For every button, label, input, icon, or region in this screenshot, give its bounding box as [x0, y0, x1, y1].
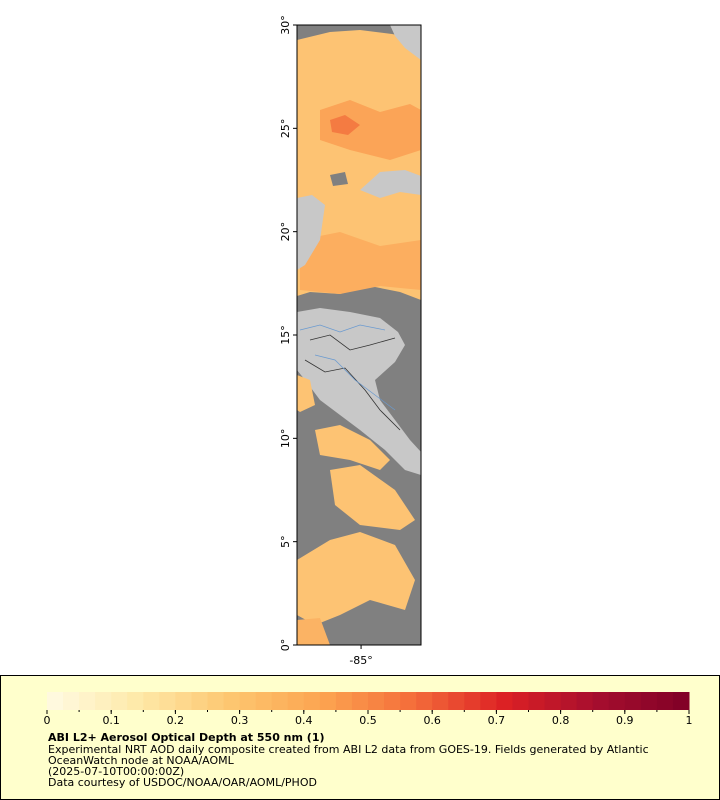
- colorbar-tick-label: 0.3: [231, 714, 249, 727]
- colorbar-step: [672, 692, 690, 710]
- colorbar-step: [223, 692, 241, 710]
- lat-tick-label: 20°: [279, 222, 292, 242]
- colorbar-step: [79, 692, 96, 710]
- colorbar-step: [175, 692, 192, 710]
- colorbar-tick-label: 0.4: [295, 714, 313, 727]
- colorbar-step: [640, 692, 658, 710]
- colorbar-step: [416, 692, 433, 710]
- colorbar-tick-label: 0.1: [102, 714, 120, 727]
- colorbar-step: [191, 692, 208, 710]
- lat-tick-label: 30°: [279, 15, 292, 35]
- colorbar-tick-label: 0.7: [488, 714, 506, 727]
- colorbar-step: [400, 692, 417, 710]
- legend-line: Experimental NRT AOD daily composite cre…: [48, 743, 649, 756]
- colorbar-tick-label: 0.2: [167, 714, 185, 727]
- legend-title: ABI L2+ Aerosol Optical Depth at 550 nm …: [48, 731, 325, 744]
- lon-tick-label: -85°: [349, 654, 372, 667]
- colorbar-step: [255, 692, 273, 710]
- colorbar-step: [432, 692, 449, 710]
- colorbar-step: [319, 692, 337, 710]
- colorbar-step: [47, 692, 64, 710]
- colorbar-step: [576, 692, 594, 710]
- colorbar-tick-label: 0: [44, 714, 51, 727]
- lat-tick-label: 10°: [279, 429, 292, 449]
- legend-lines: Experimental NRT AOD daily composite cre…: [48, 743, 649, 789]
- colorbar-step: [544, 692, 562, 710]
- colorbar-step: [512, 692, 529, 710]
- colorbar-step: [624, 692, 642, 710]
- colorbar-step: [143, 692, 160, 710]
- colorbar-step: [384, 692, 401, 710]
- lat-tick-label: 0°: [279, 639, 292, 652]
- colorbar-step: [335, 692, 353, 710]
- axes: 0° 5° 10° 15° 20° 25° 30° -85° 0 0.1 0.2 0.3 0.4 0.5 0…: [44, 15, 693, 727]
- colorbar-step: [592, 692, 610, 710]
- colorbar-step: [448, 692, 465, 710]
- colorbar-tick-label: 0.8: [552, 714, 570, 727]
- colorbar-step: [63, 692, 80, 710]
- legend-line: (2025-07-10T00:00:00Z): [48, 765, 184, 778]
- lat-tick-label: 15°: [279, 325, 292, 345]
- colorbar-step: [207, 692, 225, 710]
- colorbar-step: [608, 692, 626, 710]
- colorbar-step: [528, 692, 546, 710]
- colorbar-step: [159, 692, 176, 710]
- colorbar-tick-label: 0.9: [616, 714, 634, 727]
- colorbar-tick-label: 1: [686, 714, 693, 727]
- colorbar-step: [656, 692, 674, 710]
- colorbar-tick-label: 0.5: [359, 714, 377, 727]
- lat-tick-label: 25°: [279, 119, 292, 139]
- colorbar-step: [560, 692, 578, 710]
- colorbar-step: [496, 692, 513, 710]
- legend-line: OceanWatch node at NOAA/AOML: [48, 754, 235, 767]
- colorbar-tick-label: 0.6: [423, 714, 441, 727]
- colorbar-step: [271, 692, 289, 710]
- colorbar-step: [287, 692, 305, 710]
- colorbar-step: [351, 692, 369, 710]
- colorbar-step: [239, 692, 257, 710]
- colorbar-step: [480, 692, 497, 710]
- colorbar-step: [303, 692, 321, 710]
- colorbar-step: [95, 692, 112, 710]
- lat-tick-label: 5°: [279, 535, 292, 548]
- colorbar-step: [127, 692, 144, 710]
- map-image: [297, 25, 421, 645]
- colorbar-step: [111, 692, 128, 710]
- colorbar-step: [464, 692, 481, 710]
- legend-line: Data courtesy of USDOC/NOAA/OAR/AOML/PHO…: [48, 776, 317, 789]
- colorbar-step: [368, 692, 385, 710]
